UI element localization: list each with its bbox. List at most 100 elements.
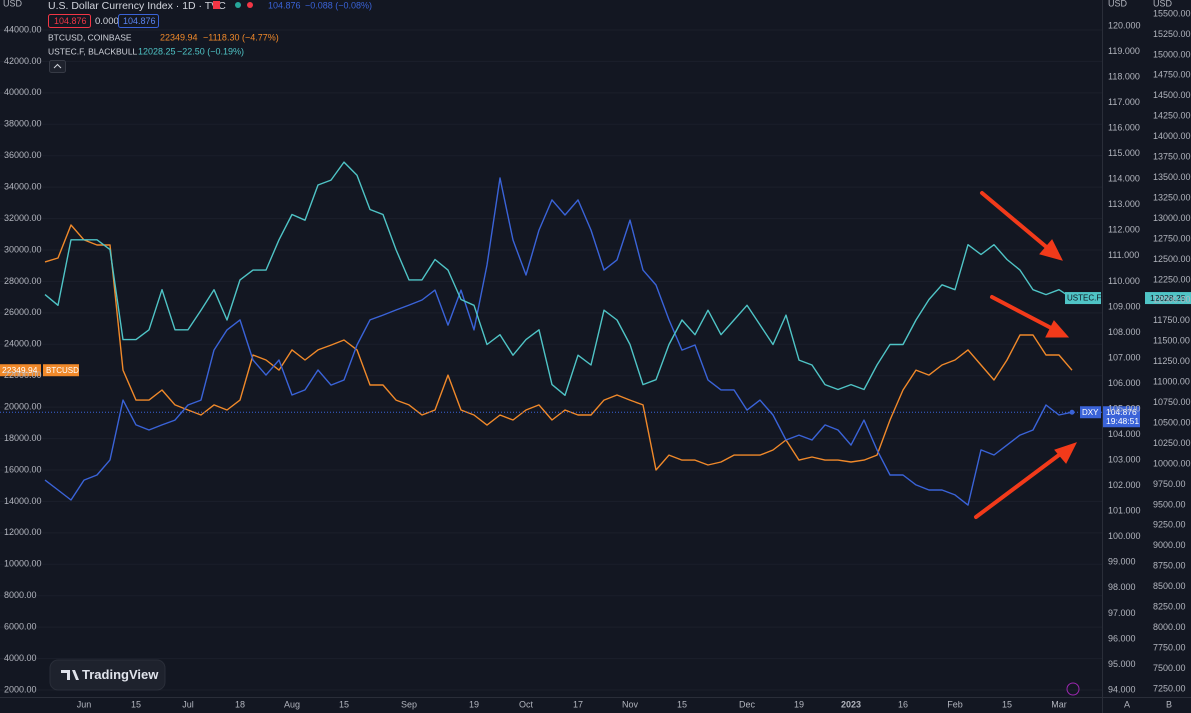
series-line [44,177,1073,506]
tick-label-y2: 115.000 [1108,148,1140,158]
x-tick-label: 2023 [841,699,861,709]
dxy-change: −0.088 (−0.08%) [305,0,372,10]
tick-label-y2: 116.000 [1108,123,1140,133]
tick-label-y3: 14500.00 [1153,90,1191,100]
dxy-last: 104.876 [268,0,301,10]
alert-icon[interactable] [1066,682,1080,696]
tick-label-y3: 8000.00 [1153,622,1186,632]
tick-label-y3: 14250.00 [1153,111,1191,121]
tick-label-y: 14000.00 [4,496,42,506]
tick-label-y2: 103.000 [1108,455,1141,465]
x-tick-label: 18 [235,699,245,709]
tick-label-y: 18000.00 [4,433,42,443]
annotation-arrows [974,191,1077,519]
x-tick-label: 15 [677,699,687,709]
tick-label-y3: 12250.00 [1153,274,1191,284]
tick-label-y3: 9000.00 [1153,540,1186,550]
name-tag [43,364,79,377]
ustec-source: USTEC.F, BLACKBULL [48,46,138,56]
tick-label-y2: 95.000 [1108,659,1136,669]
scale-button[interactable]: B [1166,699,1172,709]
tick-label-y3: 11750.00 [1153,315,1190,325]
tick-label-y2: 102.000 [1108,480,1141,490]
tick-label-y: 44000.00 [4,24,42,34]
chart-title: U.S. Dollar Currency Index · 1D · TVC [48,0,226,12]
btc-last: 22349.94 [160,32,198,42]
x-tick-label: Sep [401,699,417,709]
tick-label-y: 6000.00 [4,622,37,632]
tick-label-y3: 8500.00 [1153,581,1186,591]
tick-label-y: 24000.00 [4,339,42,349]
tick-label-y: 34000.00 [4,182,42,192]
price-box [48,14,91,28]
tick-label-y3: 15000.00 [1153,49,1191,59]
tick-label-y: 4000.00 [4,653,37,663]
price-box [118,14,159,28]
tick-label-y3: 15250.00 [1153,29,1191,39]
ustec-change: −22.50 (−0.19%) [177,46,244,56]
tick-label-y3: 10750.00 [1153,397,1191,407]
status-dot [235,2,241,8]
tick-label-y3: 12000.00 [1153,295,1191,305]
x-tick-label: Oct [519,699,534,709]
x-tick-label: 16 [898,699,908,709]
x-tick-label: Jun [77,699,92,709]
tick-label-y2: 110.000 [1108,276,1140,286]
price-tag-value: 104.876 [1106,407,1137,417]
tick-label-y2: 119.000 [1108,46,1140,56]
tick-label-y3: 10000.00 [1153,458,1191,468]
scale-button[interactable]: A [1124,699,1130,709]
status-dot [247,2,253,8]
x-tick-label: Jul [182,699,194,709]
watermark-box [49,659,166,691]
tick-label-y3: 11000.00 [1153,377,1190,387]
tick-label-y: 42000.00 [4,56,42,66]
tick-label-y2: 117.000 [1108,97,1140,107]
tick-label-y2: 97.000 [1108,608,1136,618]
x-tick-label: 19 [794,699,804,709]
tick-label-y: 40000.00 [4,87,42,97]
tick-label-y3: 10250.00 [1153,438,1191,448]
tick-label-y3: 13500.00 [1153,172,1191,182]
tick-label-y3: 12750.00 [1153,233,1191,243]
collapse-icon [53,63,62,69]
tick-label-y: 22000.00 [4,370,42,380]
tick-label-y2: 109.000 [1108,301,1141,311]
tick-label-y3: 7750.00 [1153,642,1186,652]
tick-label-y2: 100.000 [1108,531,1141,541]
tick-label-y: 38000.00 [4,119,42,129]
tick-label-y3: 15500.00 [1153,8,1191,18]
tick-label-y: 2000.00 [4,684,37,694]
name-tag-label: USTEC.F [1067,294,1101,303]
flag-icon [213,1,220,9]
tick-label-y3: 10500.00 [1153,417,1191,427]
price-tag [1145,292,1191,305]
tick-label-y2: 118.000 [1108,71,1140,81]
tick-label-y: 26000.00 [4,307,42,317]
dxy-close: 104.876 [123,16,156,26]
collapse-button[interactable] [49,60,66,73]
name-tag-label: BTCUSD [46,366,79,375]
tick-label-y3: 9750.00 [1153,479,1186,489]
countdown: 19:48:51 [1106,416,1139,426]
zero: 0.000 [95,16,119,27]
tick-label-y2: 105.000 [1108,403,1141,413]
tick-label-y3: 14000.00 [1153,131,1191,141]
x-tick-label: 17 [573,699,583,709]
tick-label-y: 28000.00 [4,276,42,286]
tick-label-y2: 96.000 [1108,633,1136,643]
tick-label-y2: 114.000 [1108,174,1140,184]
name-tag-label: DXY [1082,408,1099,417]
series-line [44,161,1073,396]
tick-label-y3: 9250.00 [1153,520,1186,530]
tick-label-y3: 13750.00 [1153,152,1191,162]
price-tag [1103,406,1140,428]
tick-label-y3: 13250.00 [1153,192,1191,202]
x-tick-label: Nov [622,699,639,709]
x-tick-label: Feb [947,699,963,709]
tick-label-y2: 106.000 [1108,378,1141,388]
tick-label-y2: 108.000 [1108,327,1141,337]
